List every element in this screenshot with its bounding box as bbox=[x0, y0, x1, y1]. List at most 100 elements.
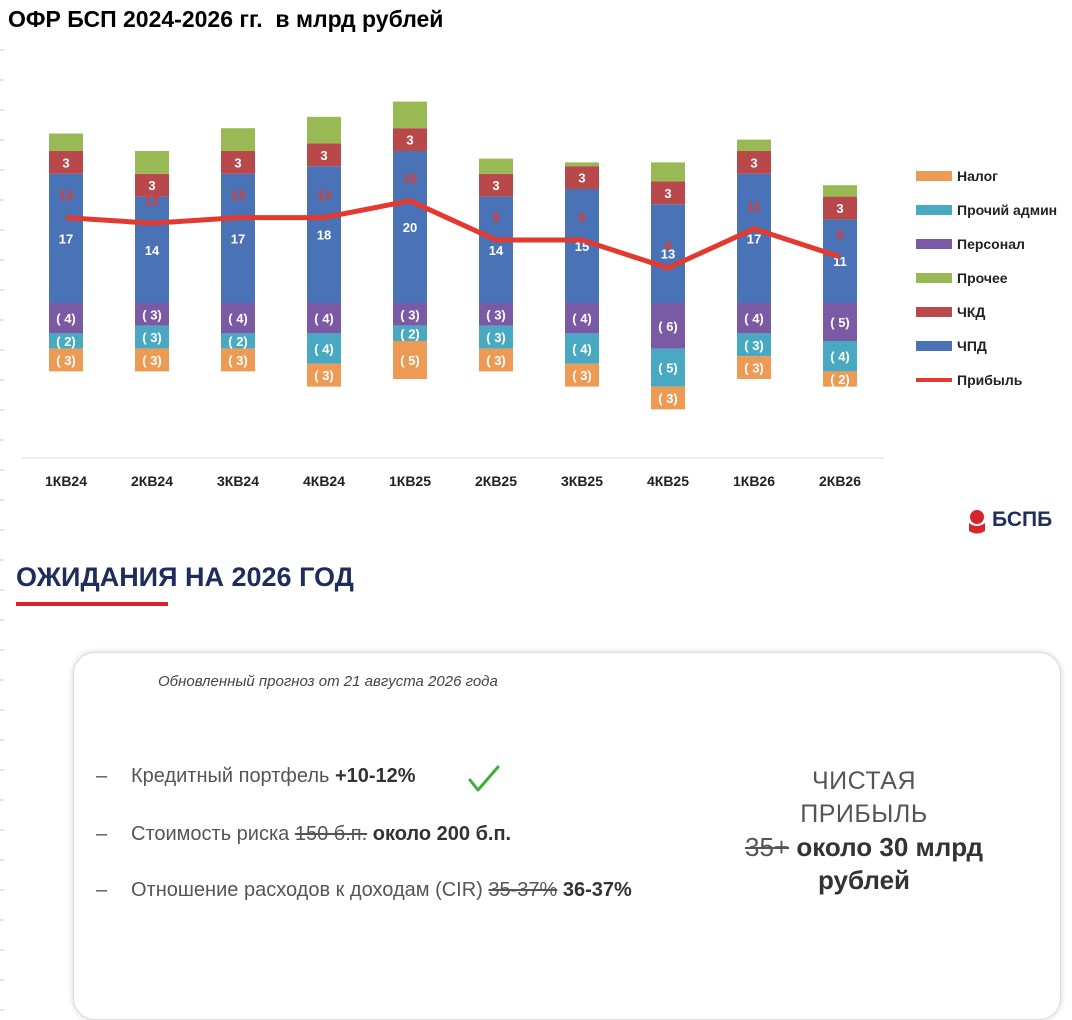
stacked-bar-chart: 17 3 ( 4) ( 2) ( 3) 1КВ24 14 3 ( 3) ( 3) ( 3) 2КВ24… bbox=[22, 101, 1057, 489]
bar-Прочий админ bbox=[221, 333, 255, 349]
bar-Прочее bbox=[221, 128, 255, 151]
bar-Прочий админ bbox=[49, 333, 83, 349]
bar-label-ЧКД: 3 bbox=[664, 186, 671, 201]
bar-ЧПД bbox=[221, 173, 255, 303]
bar-label-ЧКД: 3 bbox=[62, 155, 69, 170]
logo-icon bbox=[969, 510, 985, 534]
bullet-cir: – Отношение расходов к доходам (CIR) 35-3… bbox=[96, 879, 632, 902]
bar-label-ЧКД: 3 bbox=[492, 178, 499, 193]
bar-ЧКД bbox=[737, 151, 771, 174]
profit-data-label: 16 bbox=[403, 171, 417, 186]
bar-Прочий админ bbox=[479, 325, 513, 349]
bullet-dash: – bbox=[96, 765, 108, 787]
bar-label-Персонал: ( 4) bbox=[744, 311, 764, 326]
profit-data-label: 6 bbox=[836, 227, 843, 242]
bar-Налог bbox=[651, 386, 685, 410]
bar-Прочий админ bbox=[135, 325, 169, 349]
bar-label-Налог: ( 3) bbox=[142, 353, 162, 368]
bar-label-Персонал: ( 3) bbox=[486, 307, 506, 322]
bar-Персонал bbox=[737, 303, 771, 334]
bar-label-ЧПД: 17 bbox=[231, 231, 245, 246]
logo-text: БСПБ bbox=[992, 508, 1053, 531]
bullet-text: Стоимость риска bbox=[131, 823, 295, 845]
bar-label-Прочий админ: ( 2) bbox=[56, 334, 76, 349]
legend-label: Прочее bbox=[957, 270, 1008, 286]
legend-swatch bbox=[916, 307, 952, 317]
bar-label-Налог: ( 3) bbox=[486, 353, 506, 368]
chart-title: ОФР БСП 2024-2026 гг. в млрд рублей bbox=[8, 6, 444, 32]
profit-old-value: 35+ bbox=[744, 832, 790, 862]
bullet-text: Отношение расходов к доходам (CIR) bbox=[131, 879, 489, 901]
profit-data-label: 13 bbox=[59, 188, 73, 203]
x-tick-label: 1КВ26 bbox=[733, 473, 775, 489]
x-tick-label: 3КВ25 bbox=[561, 473, 603, 489]
bar-Прочее bbox=[393, 101, 427, 129]
bar-Прочий админ bbox=[393, 325, 427, 341]
bullet-dash: – bbox=[96, 879, 108, 901]
bar-label-ЧПД: 13 bbox=[661, 247, 675, 262]
bar-label-ЧКД: 3 bbox=[836, 201, 843, 216]
bullet-loan-portfolio: – Кредитный портфель +10-12% bbox=[96, 765, 416, 788]
profit-data-label: 12 bbox=[145, 193, 159, 208]
bar-Персонал bbox=[307, 303, 341, 334]
bar-ЧКД bbox=[565, 166, 599, 189]
bar-label-ЧПД: 20 bbox=[403, 220, 417, 235]
bar-ЧКД bbox=[479, 173, 513, 197]
bar-Налог bbox=[221, 348, 255, 372]
legend-swatch bbox=[916, 171, 952, 181]
legend-swatch bbox=[916, 273, 952, 283]
legend-label: Прочий админ bbox=[957, 202, 1057, 218]
legend-label: Прибыль bbox=[957, 372, 1023, 388]
profit-label-2: ПРИБЫЛЬ bbox=[800, 800, 928, 828]
forecast-card: Обновленный прогноз от 21 августа 2026 г… bbox=[73, 652, 1061, 1020]
legend-label: Персонал bbox=[957, 236, 1025, 252]
bar-Прочее bbox=[737, 139, 771, 151]
bar-label-ЧКД: 3 bbox=[148, 178, 155, 193]
bar-Персонал bbox=[49, 303, 83, 334]
profit-data-label: 13 bbox=[317, 188, 331, 203]
legend-label: ЧПД bbox=[957, 338, 987, 354]
bar-ЧКД bbox=[393, 128, 427, 151]
bar-label-Прочий админ: ( 3) bbox=[486, 330, 506, 345]
bar-label-Персонал: ( 6) bbox=[658, 319, 678, 334]
legend-label: Налог bbox=[957, 168, 998, 184]
bar-Персонал bbox=[135, 303, 169, 326]
bar-label-ЧПД: 17 bbox=[747, 231, 761, 246]
bar-ЧПД bbox=[135, 196, 169, 303]
left-edge-ticks bbox=[0, 49, 4, 1011]
bar-ЧПД bbox=[479, 196, 513, 303]
profit-data-label: 9 bbox=[578, 210, 585, 225]
bar-Налог bbox=[135, 348, 169, 372]
bullet-text: Кредитный портфель bbox=[131, 765, 335, 787]
bar-Налог bbox=[307, 363, 341, 387]
bar-Прочее bbox=[651, 162, 685, 182]
x-tick-label: 4КВ25 bbox=[647, 473, 689, 489]
bar-label-ЧКД: 3 bbox=[320, 148, 327, 163]
bar-Прочий админ bbox=[737, 333, 771, 357]
bar-Прочее bbox=[307, 116, 341, 144]
bar-label-Налог: ( 3) bbox=[56, 353, 76, 368]
x-tick-label: 1КВ24 bbox=[45, 473, 87, 489]
x-tick-label: 2КВ24 bbox=[131, 473, 173, 489]
profit-data-label: 11 bbox=[747, 199, 761, 214]
bullet-new-value: +10-12% bbox=[334, 765, 416, 787]
bar-label-Персонал: ( 3) bbox=[400, 307, 420, 322]
profit-line bbox=[65, 198, 841, 271]
bar-label-Персонал: ( 3) bbox=[142, 307, 162, 322]
bar-Прочий админ bbox=[565, 333, 599, 364]
bar-Персонал bbox=[393, 303, 427, 326]
bar-ЧКД bbox=[823, 196, 857, 220]
bar-label-Налог: ( 5) bbox=[400, 353, 420, 368]
bar-label-Персонал: ( 5) bbox=[830, 315, 850, 330]
bar-Налог bbox=[565, 363, 599, 387]
profit-data-label: 13 bbox=[231, 188, 245, 203]
x-tick-label: 1КВ25 bbox=[389, 473, 431, 489]
bar-ЧПД bbox=[393, 151, 427, 303]
bar-ЧКД bbox=[651, 181, 685, 205]
bar-label-Прочий админ: ( 4) bbox=[314, 342, 334, 357]
bullet-cost-of-risk: – Стоимость риска 150 б.п. около 200 б.п. bbox=[96, 823, 511, 846]
bar-label-ЧПД: 14 bbox=[145, 243, 160, 258]
bar-ЧКД bbox=[307, 143, 341, 167]
checkmark-icon bbox=[468, 765, 500, 792]
bar-Персонал bbox=[565, 303, 599, 334]
